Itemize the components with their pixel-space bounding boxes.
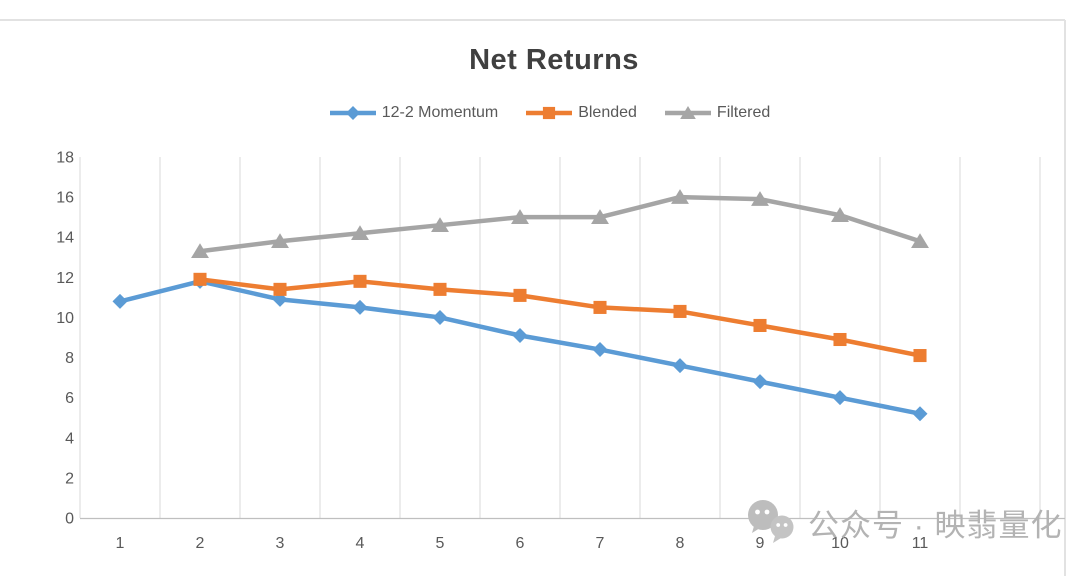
x-axis-labels: 1 2 3 4 5 6 7 8 9 10 11: [116, 535, 929, 552]
marker-filtered-8: [671, 189, 689, 204]
marker-12-2-momentum-7: [592, 342, 608, 358]
x-tick-label-4: 4: [356, 535, 365, 552]
marker-12-2-momentum-8: [672, 358, 688, 374]
marker-12-2-momentum-11: [912, 406, 928, 422]
chart-frame: [0, 19, 1066, 576]
y-axis-labels: 0 2 4 6 8 10 12 14 16 18: [56, 150, 74, 528]
series-line-blended: [199, 277, 921, 358]
y-tick-label-10: 10: [56, 310, 74, 327]
marker-blended-11: [913, 349, 927, 363]
y-tick-label-12: 12: [56, 270, 74, 287]
x-tick-label-9: 9: [756, 535, 765, 552]
series-line-filtered: [199, 194, 921, 254]
y-tick-label-14: 14: [56, 230, 74, 247]
x-tick-label-10: 10: [831, 535, 849, 552]
x-tick-label-1: 1: [116, 535, 125, 552]
marker-blended-3: [273, 282, 287, 296]
x-tick-label-2: 2: [196, 535, 205, 552]
x-tick-label-3: 3: [276, 535, 285, 552]
x-tick-label-7: 7: [596, 535, 605, 552]
legend-swatch-diamond-icon: [329, 106, 376, 120]
marker-12-2-momentum-5: [432, 309, 448, 325]
x-tick-label-11: 11: [912, 535, 929, 552]
marker-blended-4: [353, 274, 367, 288]
marker-filtered-5: [431, 217, 449, 232]
marker-12-2-momentum-6: [512, 327, 528, 343]
series-markers-blended: [193, 272, 927, 363]
legend-marker-triangle: [680, 106, 696, 119]
series-markers-filtered: [191, 189, 929, 259]
legend-item-filtered[interactable]: Filtered: [664, 104, 771, 122]
y-tick-label-0: 0: [65, 511, 74, 528]
chart-legend: 12-2 Momentum Blended Filtered: [10, 104, 1080, 122]
y-tick-label-18: 18: [56, 150, 74, 167]
marker-12-2-momentum-4: [352, 299, 368, 315]
marker-blended-5: [433, 282, 447, 296]
legend-swatch-square-icon: [526, 106, 573, 120]
marker-filtered-10: [831, 207, 849, 222]
marker-filtered-4: [351, 225, 369, 241]
y-tick-label-4: 4: [65, 430, 74, 447]
legend-item-blended[interactable]: Blended: [526, 104, 637, 122]
marker-blended-6: [513, 288, 527, 302]
x-tick-label-5: 5: [436, 535, 445, 552]
legend-swatch-triangle-icon: [664, 106, 711, 119]
y-tick-label-6: 6: [65, 390, 74, 407]
legend-item-12-2-momentum[interactable]: 12-2 Momentum: [329, 104, 499, 122]
marker-blended-10: [833, 332, 847, 347]
marker-filtered-3: [271, 233, 289, 249]
marker-filtered-11: [911, 233, 929, 249]
gridlines: [79, 157, 1041, 518]
marker-blended-7: [593, 300, 607, 314]
legend-marker-square: [543, 106, 556, 120]
chart-title: Net Returns: [469, 44, 639, 76]
marker-12-2-momentum-10: [832, 390, 848, 406]
x-tick-label-6: 6: [516, 535, 525, 552]
legend-label: Blended: [578, 104, 637, 121]
legend-marker-diamond: [345, 106, 360, 120]
legend-label: Filtered: [716, 104, 771, 121]
marker-blended-9: [753, 318, 767, 332]
marker-12-2-momentum-1: [112, 293, 128, 309]
x-tick-label-8: 8: [676, 535, 685, 552]
marker-blended-2: [193, 272, 207, 286]
marker-filtered-7: [591, 209, 609, 224]
marker-filtered-9: [751, 191, 769, 206]
marker-filtered-6: [511, 209, 529, 224]
legend-label: 12-2 Momentum: [381, 104, 499, 121]
marker-blended-8: [673, 304, 687, 318]
marker-12-2-momentum-9: [752, 374, 768, 390]
y-tick-label-2: 2: [65, 470, 74, 487]
marker-filtered-2: [191, 243, 209, 259]
y-tick-label-8: 8: [65, 350, 74, 367]
series-markers-12-2-momentum: [112, 273, 928, 422]
y-tick-label-16: 16: [56, 190, 74, 207]
